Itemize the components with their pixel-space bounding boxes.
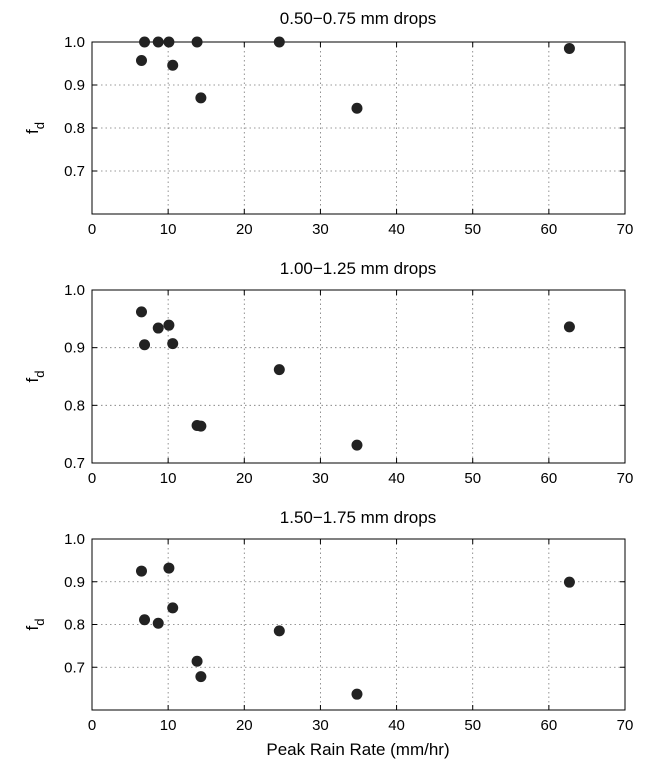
panel-3-ylabel-sub: d [32,619,47,626]
panel-3-data-point [195,671,206,682]
panel-1-data-point [351,103,362,114]
panel-3-data-point [136,566,147,577]
panel-2-xtick-label: 30 [312,470,329,487]
panel-2-ytick-label: 0.7 [64,455,85,472]
panel-1-data-point [136,55,147,66]
panel-1-ytick-label: 0.8 [64,120,85,137]
panel-1: 0.50−0.75 mm drops 0 10 20 30 40 50 60 70 0.7 0.8… [23,9,633,238]
panel-3-data-point [167,602,178,613]
panel-1-ytick-label: 0.9 [64,77,85,94]
panel-1-xtick-label: 50 [464,221,481,238]
panel-3-data-point [351,689,362,700]
panel-2-data-point [136,306,147,317]
panel-3-data-point [139,614,150,625]
panel-3-xtick-label: 70 [617,717,634,734]
panel-3-ylabel: fd [23,619,47,631]
panel-1-xtick-label: 30 [312,221,329,238]
panel-3-xtick-label: 30 [312,717,329,734]
panel-2-xtick-label: 10 [160,470,177,487]
panel-2-ytick-label: 0.9 [64,340,85,357]
panel-2-data-point [195,421,206,432]
panel-2-xtick-label: 40 [388,470,405,487]
panel-3-xtick-label: 10 [160,717,177,734]
panel-3-title: 1.50−1.75 mm drops [280,508,436,527]
panel-3-ytick-label: 0.7 [64,659,85,676]
panel-3-xtick-label: 40 [388,717,405,734]
panel-1-ylabel: fd [23,122,47,134]
panel-2-xtick-label: 50 [464,470,481,487]
panel-1-data-point [564,43,575,54]
panel-1-xtick-label: 60 [541,221,558,238]
panel-3-xtick-label: 0 [88,717,96,734]
panel-1-xtick-label: 70 [617,221,634,238]
panel-3-data-point [564,577,575,588]
x-axis-label: Peak Rain Rate (mm/hr) [266,740,449,759]
panel-1-xtick-label: 0 [88,221,96,238]
panel-1-xtick-label: 40 [388,221,405,238]
panel-3-data-point [153,618,164,629]
panel-3-ytick-label: 1.0 [64,531,85,548]
panel-3-ytick-label: 0.9 [64,574,85,591]
panel-1-ytick-label: 1.0 [64,34,85,51]
panel-2-ylabel: fd [23,371,47,383]
panel-3-ytick-label: 0.8 [64,617,85,634]
panel-3-data-point [163,563,174,574]
panel-1-ylabel-sub: d [32,122,47,129]
panel-2-data-point [167,338,178,349]
panel-1-data-point [167,60,178,71]
panel-1-data-point [192,37,203,48]
panel-3-data-point [274,625,285,636]
panel-2-axes-frame [92,290,625,463]
panel-3-data-point [192,656,203,667]
panel-3-xtick-label: 60 [541,717,558,734]
panel-2-xtick-label: 0 [88,470,96,487]
panel-3-xtick-label: 50 [464,717,481,734]
panel-2-title: 1.00−1.25 mm drops [280,259,436,278]
panel-1-data-point [139,37,150,48]
panel-2-data-point [564,321,575,332]
panel-1-ytick-label: 0.7 [64,163,85,180]
panel-2-ytick-label: 1.0 [64,282,85,299]
panel-1-data-point [163,37,174,48]
panel-1-data-point [153,37,164,48]
panel-2-data-point [274,364,285,375]
panel-2-data-point [139,339,150,350]
panel-1-data-point [195,92,206,103]
panel-3-xtick-label: 20 [236,717,253,734]
panel-2-data-point [153,323,164,334]
panel-2-data-point [163,320,174,331]
panel-1-title: 0.50−0.75 mm drops [280,9,436,28]
panel-2-data-point [351,440,362,451]
panel-2-xtick-label: 70 [617,470,634,487]
panel-2-ylabel-sub: d [32,371,47,378]
panel-1-data-point [274,37,285,48]
panel-1-xtick-label: 10 [160,221,177,238]
panel-3: 1.50−1.75 mm drops Peak Rain Rate (mm/hr… [23,508,633,759]
panel-2: 1.00−1.25 mm drops 0 10 20 30 40 50 60 70 0.7 0.8… [23,259,633,487]
panel-1-xtick-label: 20 [236,221,253,238]
panel-2-ytick-label: 0.8 [64,397,85,414]
panel-2-xtick-label: 60 [541,470,558,487]
panel-2-xtick-label: 20 [236,470,253,487]
